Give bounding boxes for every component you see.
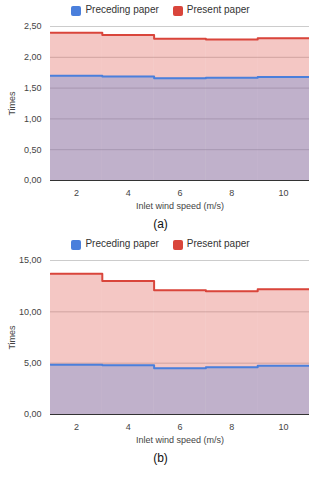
svg-text:6: 6 [177,188,182,198]
svg-text:5,00: 5,00 [24,358,42,368]
svg-text:Times: Times [7,91,17,116]
svg-text:Inlet wind speed (m/s): Inlet wind speed (m/s) [136,201,224,211]
svg-text:0,00: 0,00 [24,175,42,185]
svg-text:Inlet wind speed (m/s): Inlet wind speed (m/s) [136,435,224,445]
svg-text:1,50: 1,50 [24,83,42,93]
svg-text:1,00: 1,00 [24,114,42,124]
html-text:(a): (a) [153,217,168,231]
html-text:Preceding paper: Preceding paper [85,4,159,16]
svg-text:2,00: 2,00 [24,52,42,62]
svg-text:Times: Times [7,325,17,350]
svg-text:2: 2 [74,188,79,198]
svg-text:10: 10 [279,422,289,432]
html-text:Present paper: Present paper [186,238,250,250]
svg-text:6: 6 [177,422,182,432]
html-text:Preceding paper: Preceding paper [85,238,159,250]
html-text:Present paper: Present paper [186,4,250,16]
svg-text:10: 10 [279,188,289,198]
svg-text:10,00: 10,00 [19,307,42,317]
svg-text:2: 2 [74,422,79,432]
html-text:(b): (b) [153,451,168,465]
svg-text:8: 8 [229,422,234,432]
svg-text:4: 4 [126,422,131,432]
svg-text:0,50: 0,50 [24,145,42,155]
svg-text:4: 4 [126,188,131,198]
svg-text:0,00: 0,00 [24,409,42,419]
svg-text:2,50: 2,50 [24,21,42,31]
svg-text:8: 8 [229,188,234,198]
svg-text:15,00: 15,00 [19,255,42,265]
